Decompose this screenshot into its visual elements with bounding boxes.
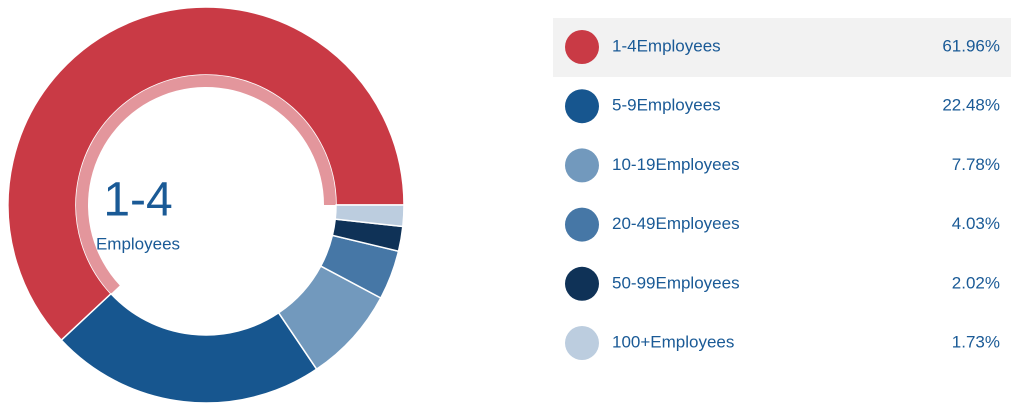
legend-value: 61.96% (942, 36, 1000, 55)
legend-label: 100+Employees (612, 332, 734, 351)
legend-value: 22.48% (942, 96, 1000, 115)
legend-swatch (565, 266, 599, 301)
legend-label: 1-4Employees (612, 36, 721, 55)
center-title: 1-4 (103, 174, 172, 227)
slice (60, 292, 318, 403)
legend-value: 2.02% (952, 273, 1000, 292)
legend-value: 7.78% (952, 155, 1000, 174)
legend-swatch (565, 326, 599, 360)
legend-highlight (553, 18, 1011, 77)
center-subtitle: Employees (96, 234, 180, 253)
legend-value: 4.03% (952, 214, 1000, 233)
slice (334, 204, 405, 228)
legend-value: 1.73% (952, 332, 1000, 351)
legend-swatch (565, 207, 599, 242)
legend-label: 50-99Employees (612, 273, 740, 292)
highlight-ring (76, 74, 337, 294)
legend-label: 10-19Employees (612, 155, 740, 174)
legend-swatch (565, 89, 599, 124)
legend-label: 20-49Employees (612, 214, 740, 233)
legend-label: 5-9Employees (612, 96, 721, 115)
legend-swatch (565, 148, 599, 183)
legend-swatch (565, 30, 599, 64)
